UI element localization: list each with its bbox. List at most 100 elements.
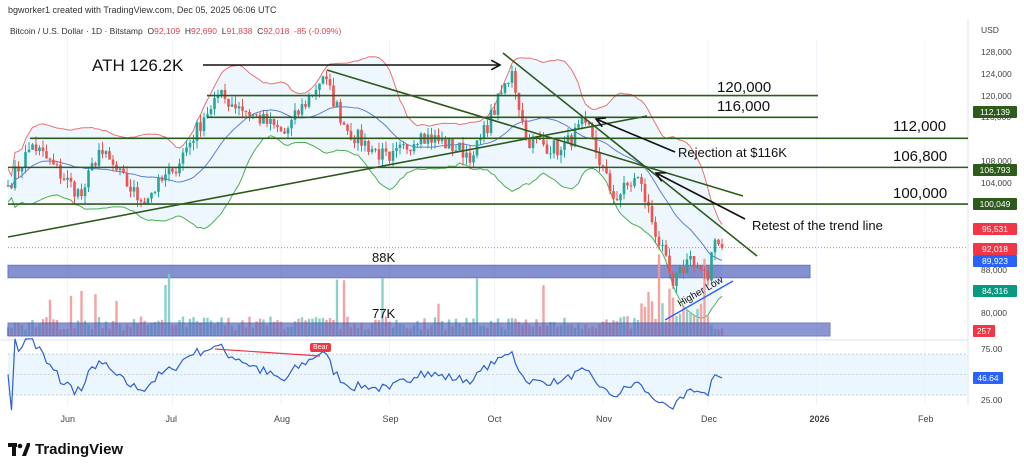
volume-bar bbox=[668, 288, 671, 336]
price-tag-112139: 112,139 bbox=[973, 106, 1017, 118]
volume-bar bbox=[94, 294, 97, 336]
time-axis-tick: Nov bbox=[596, 414, 613, 424]
retest-annotation: Retest of the trend line bbox=[752, 218, 883, 233]
volume-tag: 257 bbox=[973, 325, 995, 337]
tradingview-logo[interactable]: TradingView bbox=[8, 441, 123, 458]
rsi-value-tag: 46.64 bbox=[973, 372, 1003, 384]
trend-line bbox=[7, 115, 648, 238]
candle-body bbox=[17, 166, 20, 172]
volume-bar bbox=[696, 308, 699, 336]
candle-body bbox=[59, 164, 62, 179]
candle-body bbox=[307, 95, 311, 107]
candle-body bbox=[556, 140, 559, 156]
candle-body bbox=[94, 163, 97, 166]
candle-body bbox=[251, 114, 255, 116]
candle-body bbox=[692, 256, 696, 268]
candle-body bbox=[640, 177, 643, 184]
level-label-120000: 120,000 bbox=[717, 79, 772, 96]
candle-body bbox=[710, 252, 713, 281]
price-axis-tick: 120,000 bbox=[981, 90, 1012, 101]
ath-annotation: ATH 126.2K bbox=[92, 56, 184, 75]
candle-body bbox=[678, 266, 682, 274]
candle-body bbox=[27, 149, 31, 153]
candle-body bbox=[314, 89, 318, 95]
price-axis-tick: 124,000 bbox=[981, 68, 1012, 79]
trend-line bbox=[502, 52, 758, 257]
candle-body bbox=[125, 172, 129, 187]
volume-bar bbox=[650, 301, 654, 336]
volume-bar bbox=[657, 254, 661, 336]
candle-body bbox=[353, 139, 356, 144]
candle-body bbox=[206, 114, 209, 118]
currency-label: USD bbox=[981, 25, 999, 35]
candle-body bbox=[377, 149, 381, 160]
candle-body bbox=[185, 147, 188, 153]
candle-body bbox=[584, 118, 587, 123]
volume-bar bbox=[542, 285, 545, 336]
candle-body bbox=[62, 178, 66, 180]
candle-body bbox=[601, 165, 605, 167]
candle-body bbox=[367, 141, 370, 153]
candle-body bbox=[496, 93, 500, 115]
higher-low-line bbox=[664, 280, 734, 321]
candle-body bbox=[447, 138, 451, 149]
candle-body bbox=[570, 135, 573, 147]
tradingview-logo-icon bbox=[8, 443, 30, 456]
trend-line bbox=[326, 69, 744, 197]
candle-body bbox=[167, 168, 171, 175]
candle-body bbox=[258, 114, 262, 124]
candle-body bbox=[517, 92, 521, 111]
candle-body bbox=[237, 106, 241, 109]
candle-body bbox=[587, 122, 591, 125]
candle-body bbox=[48, 158, 52, 160]
candle-body bbox=[160, 177, 164, 181]
candle-body bbox=[661, 244, 664, 246]
candle-body bbox=[104, 151, 108, 154]
candle-body bbox=[290, 119, 293, 129]
candle-body bbox=[118, 168, 122, 171]
rejection-annotation: Rejection at $116K bbox=[678, 145, 787, 160]
candle-body bbox=[615, 198, 619, 201]
candle-body bbox=[146, 198, 150, 205]
volume-bar bbox=[699, 303, 703, 336]
volume-bar bbox=[342, 280, 346, 336]
candle-body bbox=[139, 200, 143, 202]
candle-body bbox=[384, 148, 388, 152]
candle-body bbox=[83, 187, 87, 197]
candle-body bbox=[192, 140, 195, 143]
volume-bar bbox=[661, 303, 664, 336]
candle-body bbox=[696, 265, 699, 268]
candle-body bbox=[486, 125, 489, 134]
change-value: -85 (-0.09%) bbox=[294, 26, 342, 36]
candle-body bbox=[269, 118, 272, 124]
candle-body bbox=[412, 144, 416, 152]
candle-body bbox=[657, 236, 661, 246]
candle-body bbox=[426, 134, 430, 144]
candle-body bbox=[643, 183, 647, 202]
candle-body bbox=[671, 272, 675, 286]
candle-body bbox=[304, 104, 307, 107]
candle-body bbox=[398, 144, 402, 149]
candle-body bbox=[664, 244, 668, 256]
price-axis-tick: 104,000 bbox=[981, 177, 1012, 188]
candle-body bbox=[395, 148, 398, 151]
candle-body bbox=[622, 182, 626, 195]
bollinger-fill bbox=[8, 56, 722, 319]
symbol-name[interactable]: Bitcoin / U.S. Dollar · 1D · Bitstamp bbox=[10, 26, 143, 36]
candle-body bbox=[563, 142, 566, 150]
volume-bar bbox=[437, 303, 440, 336]
candle-body bbox=[293, 110, 297, 120]
candle-body bbox=[244, 110, 248, 112]
candle-body bbox=[321, 76, 325, 84]
candle-body bbox=[650, 205, 654, 222]
open-value: 92,109 bbox=[154, 26, 181, 36]
price-chart[interactable] bbox=[0, 0, 1024, 440]
candle-body bbox=[129, 186, 132, 192]
candle-body bbox=[573, 127, 577, 147]
low-label: L bbox=[221, 26, 227, 36]
candle-body bbox=[255, 114, 258, 116]
candle-body bbox=[122, 168, 125, 173]
candle-body bbox=[612, 191, 615, 199]
candle-body bbox=[577, 124, 580, 128]
level-label-116000: 116,000 bbox=[717, 98, 771, 115]
